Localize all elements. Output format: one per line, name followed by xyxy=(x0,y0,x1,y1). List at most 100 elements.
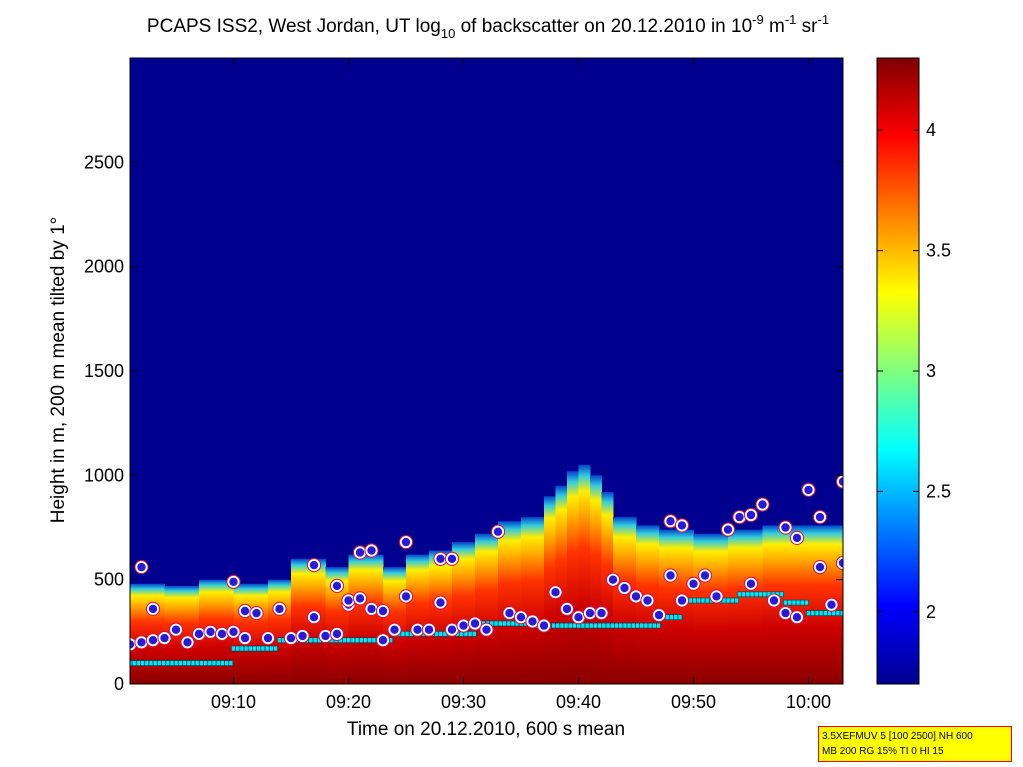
step-marker xyxy=(822,610,828,616)
layer-point xyxy=(376,634,390,647)
backscatter-column xyxy=(348,554,384,684)
layer-point xyxy=(526,615,539,628)
step-marker xyxy=(228,660,234,666)
layer-point xyxy=(296,629,309,643)
step-marker xyxy=(737,591,742,598)
layer-point-ring xyxy=(617,580,632,596)
step-marker xyxy=(630,622,636,629)
step-marker xyxy=(248,645,253,652)
layer-point-ring xyxy=(548,585,563,600)
step-marker xyxy=(273,645,278,652)
step-marker xyxy=(510,620,516,627)
step-marker xyxy=(618,622,624,629)
step-marker xyxy=(186,660,192,666)
step-marker xyxy=(795,599,801,606)
layer-point-ring xyxy=(559,601,575,617)
colorbar-tick-label: 2.5 xyxy=(926,481,951,501)
layer-point-ring xyxy=(249,606,264,621)
layer-point xyxy=(813,510,827,524)
layer-point xyxy=(572,611,585,624)
colorbar-tick-label: 4 xyxy=(926,120,936,140)
layer-point-ring xyxy=(467,616,483,631)
layer-point-ring xyxy=(168,622,184,637)
step-marker xyxy=(239,645,245,652)
layer-point xyxy=(641,594,654,607)
step-marker xyxy=(643,622,649,629)
layer-point-ring xyxy=(226,574,241,589)
backscatter-column xyxy=(601,492,614,684)
step-marker xyxy=(725,597,731,604)
step-marker xyxy=(252,645,257,652)
layer-point xyxy=(918,501,928,511)
layer-point xyxy=(664,569,677,582)
layer-point-ring xyxy=(986,565,999,578)
step-marker xyxy=(467,631,473,637)
layer-point-ring xyxy=(237,631,253,646)
layer-point-ring xyxy=(789,610,805,625)
step-marker xyxy=(835,610,841,616)
step-marker xyxy=(753,591,759,598)
layer-point xyxy=(204,625,217,638)
layer-point xyxy=(987,566,997,576)
step-marker xyxy=(806,610,811,616)
step-marker xyxy=(178,660,183,666)
layer-point-ring xyxy=(848,463,861,476)
colorbar-tick-label: 2 xyxy=(926,602,936,622)
y-tick-label: 2500 xyxy=(84,152,124,172)
backscatter-column xyxy=(498,521,522,684)
step-marker xyxy=(404,631,410,637)
plot-area xyxy=(130,58,999,684)
step-marker xyxy=(669,614,674,621)
layer-point xyxy=(135,560,148,574)
x-axis-label: Time on 20.12.2010, 600 s mean xyxy=(347,719,625,740)
step-marker xyxy=(157,660,162,666)
layer-point xyxy=(733,510,746,524)
title-sup-m1a: -1 xyxy=(785,12,797,27)
step-marker xyxy=(614,622,619,629)
step-marker xyxy=(260,645,266,652)
layer-point-ring xyxy=(433,595,448,610)
layer-point-ring xyxy=(272,601,287,617)
layer-point xyxy=(930,570,940,580)
layer-point-ring xyxy=(387,622,402,637)
step-marker xyxy=(203,660,208,666)
layer-point xyxy=(941,583,951,593)
step-marker xyxy=(243,645,249,652)
layer-point-ring xyxy=(974,579,987,592)
layer-point xyxy=(790,531,804,545)
step-marker xyxy=(783,599,788,606)
step-marker xyxy=(308,637,314,644)
layer-point xyxy=(445,623,459,636)
step-marker xyxy=(256,645,262,652)
step-marker xyxy=(593,622,598,629)
step-marker xyxy=(224,660,229,666)
layer-point xyxy=(537,619,551,632)
step-marker xyxy=(779,591,784,598)
colorbar-tick-label: 3 xyxy=(926,361,936,381)
step-marker xyxy=(367,637,373,644)
step-marker xyxy=(131,660,137,666)
step-marker xyxy=(194,660,200,666)
layer-point xyxy=(411,623,424,636)
step-marker xyxy=(136,660,141,666)
layer-point-ring xyxy=(398,535,414,550)
layer-point xyxy=(698,569,712,582)
layer-point xyxy=(342,594,355,607)
layer-point xyxy=(181,636,194,649)
backscatter-column xyxy=(475,533,499,684)
title-part-2: of backscatter on 20.12.2010 in 10 xyxy=(455,16,752,37)
layer-point xyxy=(238,631,252,645)
step-marker xyxy=(354,637,360,644)
layer-point xyxy=(964,562,974,572)
step-marker xyxy=(190,660,196,666)
layer-point-ring xyxy=(421,622,437,637)
layer-point-ring xyxy=(835,474,843,489)
step-marker xyxy=(182,660,187,666)
layer-point-ring xyxy=(226,624,241,639)
layer-point xyxy=(953,575,963,585)
step-marker xyxy=(231,645,236,652)
layer-point xyxy=(158,631,171,645)
step-marker xyxy=(555,622,561,629)
layer-point xyxy=(319,629,332,643)
